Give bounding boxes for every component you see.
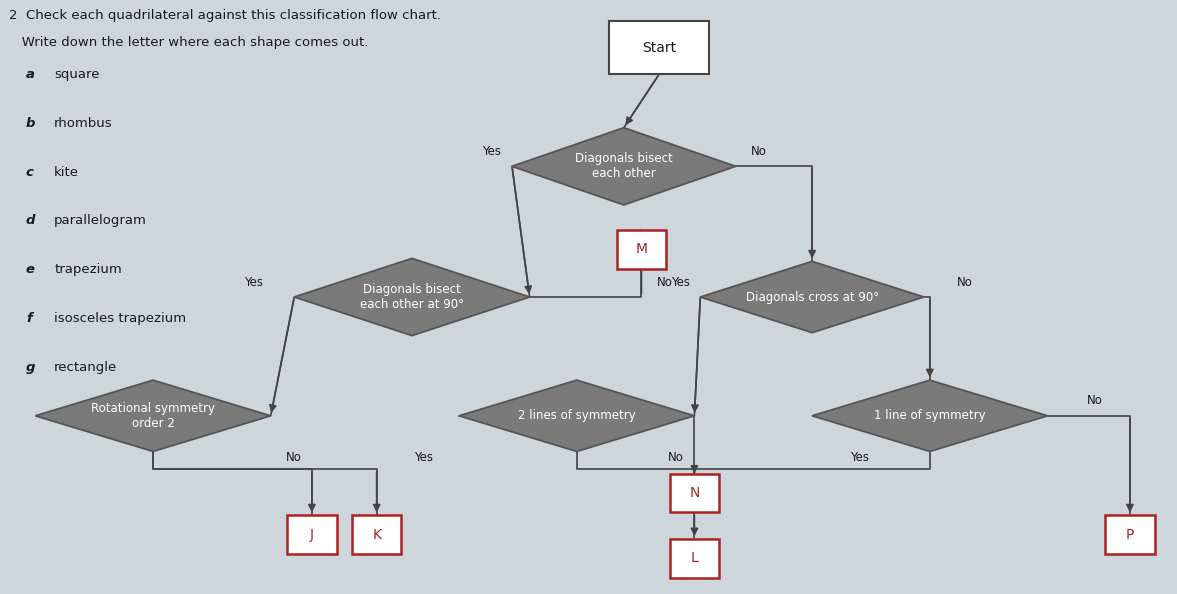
Text: Yes: Yes [850,451,869,464]
Text: Rotational symmetry
order 2: Rotational symmetry order 2 [91,402,215,430]
Text: K: K [372,527,381,542]
FancyBboxPatch shape [1105,516,1155,554]
Polygon shape [812,380,1048,451]
Text: 2 lines of symmetry: 2 lines of symmetry [518,409,636,422]
Polygon shape [700,261,924,333]
Text: rhombus: rhombus [54,117,113,130]
Text: isosceles trapezium: isosceles trapezium [54,312,186,325]
Text: Yes: Yes [483,145,501,158]
FancyBboxPatch shape [670,539,719,577]
Text: No: No [751,145,767,158]
Text: No: No [667,451,684,464]
Polygon shape [294,258,530,336]
Text: P: P [1125,527,1135,542]
Text: rectangle: rectangle [54,361,118,374]
Text: Diagonals bisect
each other at 90°: Diagonals bisect each other at 90° [360,283,464,311]
FancyBboxPatch shape [610,21,709,74]
Text: N: N [690,486,699,500]
Text: f: f [26,312,32,325]
Text: Yes: Yes [244,276,262,289]
Polygon shape [512,128,736,205]
Text: No: No [957,276,973,289]
Text: b: b [26,117,35,130]
Text: No: No [286,451,302,464]
Text: square: square [54,68,100,81]
Text: kite: kite [54,166,79,179]
Text: M: M [636,242,647,257]
Polygon shape [459,380,694,451]
Text: Start: Start [643,40,676,55]
Text: 2  Check each quadrilateral against this classification flow chart.: 2 Check each quadrilateral against this … [9,9,441,22]
Text: Yes: Yes [671,276,690,289]
Text: No: No [657,276,673,289]
Text: No: No [1086,394,1103,407]
Text: 1 line of symmetry: 1 line of symmetry [875,409,985,422]
FancyBboxPatch shape [352,516,401,554]
Text: Diagonals cross at 90°: Diagonals cross at 90° [745,290,879,304]
Text: trapezium: trapezium [54,263,122,276]
Polygon shape [35,380,271,451]
Text: Write down the letter where each shape comes out.: Write down the letter where each shape c… [9,36,368,49]
Text: c: c [26,166,34,179]
Text: parallelogram: parallelogram [54,214,147,228]
Text: d: d [26,214,35,228]
Text: g: g [26,361,35,374]
Text: a: a [26,68,35,81]
FancyBboxPatch shape [617,230,666,268]
Text: Diagonals bisect
each other: Diagonals bisect each other [574,152,673,181]
Text: e: e [26,263,35,276]
Text: Yes: Yes [414,451,433,464]
Text: J: J [310,527,314,542]
Text: L: L [691,551,698,565]
FancyBboxPatch shape [670,474,719,512]
FancyBboxPatch shape [287,516,337,554]
